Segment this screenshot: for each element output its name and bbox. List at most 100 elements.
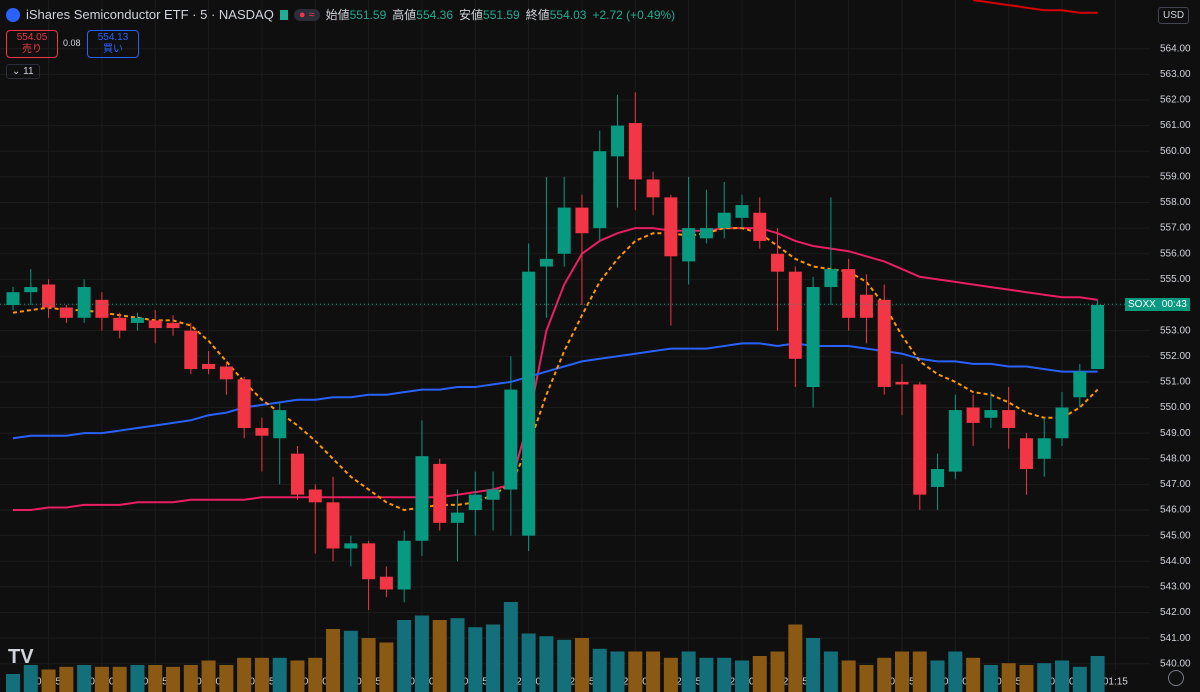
volume-bar [486, 624, 501, 692]
y-tick-label: 549.00 [1160, 428, 1191, 439]
volume-bar [308, 657, 323, 692]
candle-body [788, 271, 802, 359]
volume-bar [112, 666, 127, 692]
volume-bar [450, 618, 465, 692]
candle-body [24, 287, 38, 293]
volume-bar [1072, 666, 1087, 692]
candle-body [130, 317, 144, 323]
ma-line [12, 227, 1099, 512]
candle-body [806, 287, 820, 388]
volume-bar [592, 648, 607, 692]
volume-bar [361, 638, 376, 692]
volume-bar [770, 651, 785, 692]
legend-row: iShares Semiconductor ETF · 5 · NASDAQ ●… [6, 6, 675, 23]
candle-body [326, 502, 340, 549]
volume-bar [6, 674, 20, 692]
y-tick-label: 561.00 [1160, 120, 1191, 131]
volume-bar [948, 651, 963, 692]
h-label: 高値 [392, 8, 417, 22]
candle-body [646, 179, 660, 198]
y-tick-label: 556.00 [1160, 248, 1191, 259]
volume-bar [219, 665, 234, 692]
candle-body [771, 253, 785, 272]
volume-bar [895, 651, 909, 692]
flag[interactable] [279, 9, 288, 20]
candle-body [913, 384, 927, 495]
o: 551.59 [349, 7, 387, 22]
volume-bar [59, 666, 74, 692]
ma-line [972, 0, 1098, 14]
candle-body [273, 410, 287, 439]
volume-bar [663, 657, 678, 692]
price-tag: SOXX 00:43 [1125, 298, 1190, 311]
volume-bar [326, 629, 341, 692]
y-tick-label: 560.00 [1160, 146, 1191, 157]
candle-body [842, 269, 856, 318]
candle-body [290, 453, 304, 495]
indicators-count: 11 [23, 66, 34, 77]
volume-bar [148, 665, 163, 692]
volume-bar [343, 630, 358, 692]
volume-bar [859, 665, 874, 692]
ma-line [13, 227, 1098, 511]
buy-label: 買い [103, 44, 123, 55]
sell-button[interactable]: 554.05 売り [6, 30, 58, 58]
volume-bar [432, 620, 447, 692]
volume-bar [1090, 656, 1105, 692]
volume-bar [397, 620, 412, 692]
candle-body [184, 330, 198, 370]
logo[interactable]: TV [8, 646, 34, 668]
currency[interactable]: USD [1158, 7, 1190, 24]
candle-body [237, 379, 251, 429]
candle-body [593, 151, 607, 229]
status[interactable]: ● ≈ [293, 8, 320, 21]
l: 551.59 [483, 7, 520, 22]
settings[interactable] [1168, 670, 1184, 686]
candle-body [966, 407, 980, 423]
volume-bar [41, 669, 56, 692]
candle-body [77, 287, 91, 318]
price-axis [1150, 0, 1200, 692]
volume-bar [130, 665, 145, 692]
candle-body [717, 212, 731, 229]
y-tick-label: 559.00 [1160, 171, 1191, 182]
candle-body [859, 294, 873, 318]
buy-button[interactable]: 554.13 買い [87, 30, 139, 58]
volume-bar [77, 665, 92, 692]
candle-body [1055, 407, 1069, 439]
volume-bar [414, 615, 429, 692]
volume-bar [1019, 665, 1034, 692]
sell-label: 売り [22, 44, 42, 55]
volume-bar [201, 660, 216, 692]
h: 554.36 [416, 7, 453, 22]
candle-body [1073, 371, 1087, 398]
y-tick-label: 557.00 [1160, 223, 1191, 234]
candle-body [948, 410, 962, 472]
y-tick-label: 551.00 [1160, 377, 1191, 388]
indicators-toggle[interactable]: ⌄ 11 [6, 64, 40, 79]
candle-body [219, 366, 233, 380]
symbol[interactable]: iShares Semiconductor ETF · 5 · NASDAQ [26, 7, 274, 22]
candle-body [984, 410, 998, 418]
volume-bar [983, 665, 998, 692]
candle-body [1037, 438, 1051, 459]
y-tick-label: 564.00 [1160, 43, 1191, 54]
candle-body [753, 212, 767, 241]
candle-body [1019, 438, 1033, 470]
buy-price: 554.13 [97, 32, 129, 43]
sell-price: 554.05 [16, 32, 48, 43]
volume-bar [930, 660, 945, 692]
volume-bar [521, 633, 536, 692]
y-tick-label: 548.00 [1160, 453, 1191, 464]
volume-bar [1037, 663, 1052, 692]
volume-bar [237, 657, 252, 692]
candle-body [575, 207, 589, 234]
candle-body [113, 317, 127, 331]
candle-body [699, 228, 713, 239]
volume-bar [574, 638, 589, 692]
candle-body [895, 381, 909, 385]
candle-body [255, 428, 269, 436]
candle-body [877, 299, 891, 388]
